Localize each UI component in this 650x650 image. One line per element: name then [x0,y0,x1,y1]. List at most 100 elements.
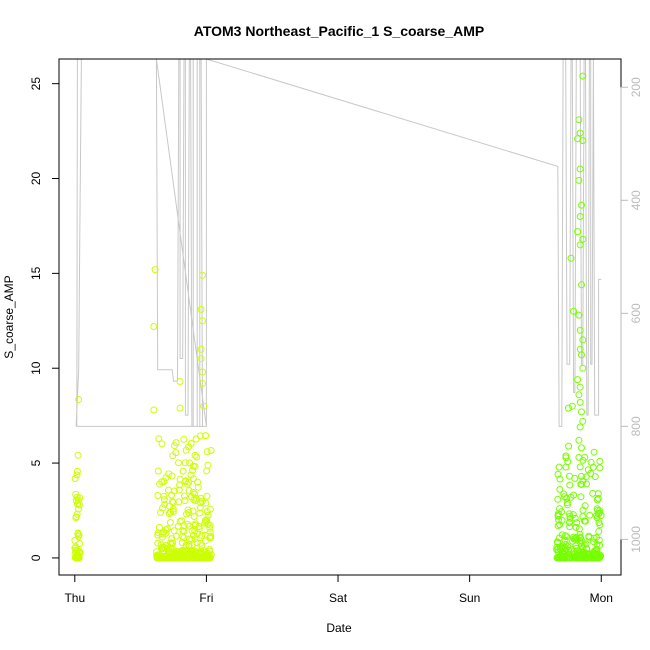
data-point [151,266,159,274]
data-point [565,442,573,450]
data-point [581,502,589,510]
data-point [596,464,604,472]
y-tick-label: 20 [29,172,43,186]
data-point [155,435,163,443]
data-point [185,487,193,494]
y2-tick-label: 800 [629,416,643,436]
data-point [175,459,182,467]
data-point [178,539,186,547]
data-point [171,442,178,450]
data-point [575,436,583,444]
data-point [560,490,568,498]
y-tick-label: 25 [29,77,43,91]
data-point [73,471,81,479]
data-point [181,459,189,467]
data-point [185,522,193,530]
data-point [165,554,173,562]
data-point [158,533,166,541]
data-point [202,499,210,507]
data-point [188,547,196,555]
data-point [160,496,168,504]
data-point [559,554,567,562]
data-point [580,517,588,525]
data-point [158,545,166,553]
data-point [193,539,201,547]
data-point [161,500,169,508]
data-point [578,351,585,359]
plot-frame [58,58,622,576]
data-point [71,475,79,482]
data-point [559,544,567,552]
data-point [585,554,593,562]
data-point [576,398,584,406]
data-point [195,525,203,533]
data-point [561,554,569,562]
data-point [564,458,572,466]
data-point [190,513,198,520]
data-point [554,522,562,530]
data-point [203,448,211,456]
data-point [185,478,193,486]
data-point [574,376,582,384]
data-point [564,404,572,412]
data-point [194,478,202,486]
data-point [73,510,81,518]
data-point [593,511,601,519]
data-point [76,540,84,547]
data-point [572,523,580,531]
data-point [168,540,175,548]
data-point [576,241,584,249]
data-point [181,497,189,504]
y2-tick-label: 1000 [629,526,643,553]
x-axis: Thu Fri Sat Sun Mon [64,574,613,605]
data-point [578,444,585,452]
data-point [158,478,166,486]
x-tick-label: Thu [64,591,85,605]
data-point [168,535,176,543]
data-point [179,554,186,562]
data-point [176,404,184,412]
data-point [188,535,196,543]
data-point [563,533,571,541]
data-point [202,432,210,440]
x-tick-label: Sat [329,591,348,605]
data-point [192,435,200,443]
data-point [569,537,577,545]
y-tick-label: 10 [29,361,43,375]
data-point [566,523,574,531]
data-point [198,542,206,550]
data-point [577,480,585,488]
data-point [74,530,82,538]
data-point [172,449,180,457]
data-point [587,469,595,477]
data-point [157,508,164,516]
data-point [166,539,174,547]
y2-tick-label: 600 [629,303,643,323]
data-point [176,378,184,385]
data-point [585,533,593,541]
y-axis-right: 200 400 600 800 1000 [620,77,643,553]
data-point [578,408,585,416]
data-point [207,447,215,454]
data-point [170,553,178,561]
pressure-trace-layer [75,58,602,427]
chart-title: ATOM3 Northeast_Pacific_1 S_coarse_AMP [194,23,485,39]
data-point [586,511,594,519]
data-point [553,538,561,546]
data-point [71,536,79,544]
data-point [576,383,584,391]
data-point [578,472,585,480]
y-tick-label: 0 [29,554,43,561]
data-point [180,527,188,535]
data-point [589,489,597,497]
data-point [76,548,84,556]
data-point [579,137,587,145]
data-point [576,463,584,471]
data-point [207,534,215,542]
data-point [576,533,584,541]
data-point [193,530,201,538]
y-tick-label: 15 [29,266,43,280]
data-point [166,519,174,526]
data-point [203,467,211,475]
